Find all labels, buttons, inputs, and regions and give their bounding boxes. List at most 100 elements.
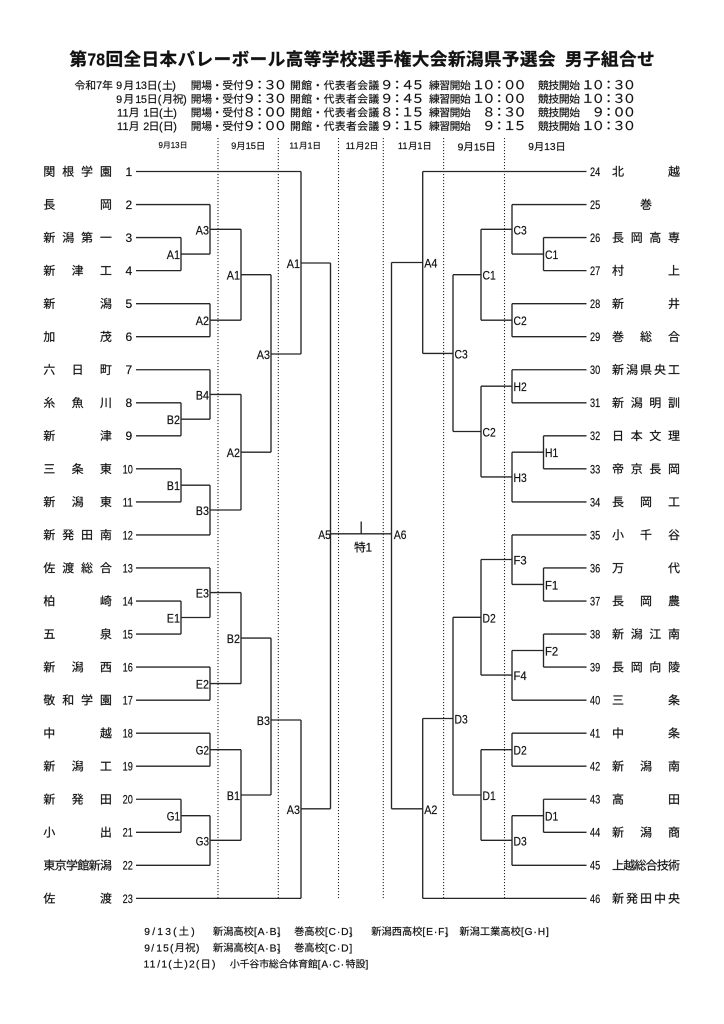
- svg-text:29: 29: [590, 330, 600, 344]
- svg-text:A4: A4: [424, 257, 437, 271]
- svg-text:A1: A1: [227, 269, 240, 283]
- svg-text:A2: A2: [227, 446, 240, 460]
- svg-text:(: (: [158, 80, 162, 92]
- svg-text:44: 44: [590, 826, 600, 840]
- svg-text:4: 4: [126, 264, 133, 278]
- svg-text:9: 9: [116, 94, 122, 106]
- svg-text:14: 14: [123, 594, 133, 608]
- svg-text:43: 43: [590, 793, 600, 807]
- svg-text:B3: B3: [257, 714, 270, 728]
- svg-text:(: (: [158, 94, 162, 106]
- svg-text:[C·D]: [C·D]: [325, 943, 353, 954]
- svg-text:6: 6: [126, 330, 133, 344]
- svg-text:(: (: [159, 107, 163, 119]
- svg-text:A2: A2: [424, 803, 437, 817]
- svg-text:8: 8: [126, 396, 133, 410]
- svg-text:11: 11: [117, 107, 129, 119]
- svg-text:11: 11: [398, 141, 408, 151]
- svg-text:15: 15: [474, 142, 486, 153]
- svg-text:/: /: [157, 960, 160, 971]
- svg-text:1: 1: [161, 960, 167, 971]
- svg-text:1: 1: [366, 541, 373, 555]
- svg-text:27: 27: [590, 264, 600, 278]
- svg-text:7: 7: [126, 363, 133, 377]
- svg-text:B1: B1: [167, 479, 180, 493]
- svg-text:H1: H1: [545, 446, 558, 460]
- svg-text:2: 2: [126, 198, 133, 212]
- svg-text:37: 37: [590, 594, 600, 608]
- svg-text:/: /: [151, 943, 154, 954]
- svg-text:G3: G3: [196, 834, 209, 848]
- svg-text:1: 1: [143, 107, 149, 119]
- svg-text:A3: A3: [287, 803, 300, 817]
- svg-text:34: 34: [590, 495, 600, 509]
- svg-text:9: 9: [528, 142, 534, 153]
- svg-text:7: 7: [96, 80, 102, 92]
- svg-text:38: 38: [590, 627, 600, 641]
- svg-text:40: 40: [590, 694, 600, 708]
- svg-text:B1: B1: [227, 789, 240, 803]
- svg-text:23: 23: [123, 892, 133, 906]
- svg-text:20: 20: [123, 793, 133, 807]
- svg-text:H3: H3: [514, 471, 527, 485]
- svg-text:13: 13: [171, 141, 180, 150]
- svg-text:C3: C3: [514, 223, 527, 237]
- svg-text:): ): [196, 943, 199, 954]
- svg-text:3: 3: [126, 231, 133, 245]
- svg-text:F4: F4: [514, 669, 527, 683]
- svg-text:): ): [191, 927, 194, 938]
- svg-text:(: (: [196, 960, 200, 971]
- svg-text:1: 1: [156, 943, 162, 954]
- svg-text:[A·B]: [A·B]: [254, 943, 281, 954]
- svg-text:5: 5: [163, 943, 169, 954]
- svg-text:13: 13: [123, 561, 133, 575]
- svg-text:15: 15: [246, 141, 256, 151]
- svg-text:31: 31: [590, 396, 600, 410]
- svg-text:28: 28: [590, 297, 600, 311]
- svg-text:D2: D2: [483, 611, 496, 625]
- svg-text:16: 16: [123, 661, 133, 675]
- svg-text:[A·C·: [A·C·: [318, 960, 345, 971]
- svg-text:G1: G1: [167, 810, 180, 824]
- svg-text:15: 15: [123, 627, 133, 641]
- svg-text:2: 2: [143, 121, 149, 133]
- svg-text:A1: A1: [287, 257, 300, 271]
- svg-text:): ): [183, 94, 187, 106]
- svg-text:15: 15: [135, 94, 147, 106]
- svg-text:F3: F3: [514, 554, 527, 568]
- svg-text:E3: E3: [196, 587, 209, 601]
- svg-text:24: 24: [590, 165, 600, 179]
- svg-text:[E·F]: [E·F]: [422, 927, 449, 938]
- svg-text:(: (: [159, 121, 163, 133]
- svg-text:D1: D1: [545, 810, 558, 824]
- svg-text:13: 13: [544, 142, 556, 153]
- svg-text:C1: C1: [545, 248, 558, 262]
- svg-text:F1: F1: [545, 578, 558, 592]
- svg-text:17: 17: [123, 694, 133, 708]
- svg-text:D2: D2: [514, 744, 527, 758]
- svg-text:41: 41: [590, 727, 600, 741]
- svg-text:1: 1: [157, 927, 163, 938]
- svg-text:H2: H2: [514, 380, 527, 394]
- svg-text:C2: C2: [514, 314, 527, 328]
- svg-text:35: 35: [590, 528, 600, 542]
- svg-text:22: 22: [123, 859, 133, 873]
- svg-text:E2: E2: [196, 678, 209, 692]
- svg-text:9: 9: [458, 142, 464, 153]
- svg-text:D3: D3: [514, 834, 527, 848]
- svg-text:B4: B4: [196, 388, 209, 402]
- svg-text:A5: A5: [318, 528, 331, 542]
- svg-text:(: (: [173, 927, 177, 938]
- svg-text:11: 11: [144, 960, 157, 971]
- svg-text:E1: E1: [167, 612, 180, 626]
- svg-text:C1: C1: [483, 269, 496, 283]
- svg-text:2: 2: [189, 960, 195, 971]
- svg-text:D1: D1: [483, 789, 496, 803]
- svg-text:46: 46: [590, 892, 600, 906]
- svg-text:1: 1: [126, 165, 133, 179]
- svg-text:[A·B]: [A·B]: [254, 927, 281, 938]
- svg-text:G2: G2: [196, 744, 209, 758]
- svg-text:1: 1: [308, 141, 313, 151]
- svg-text:F2: F2: [545, 645, 558, 659]
- svg-text:3: 3: [165, 927, 171, 938]
